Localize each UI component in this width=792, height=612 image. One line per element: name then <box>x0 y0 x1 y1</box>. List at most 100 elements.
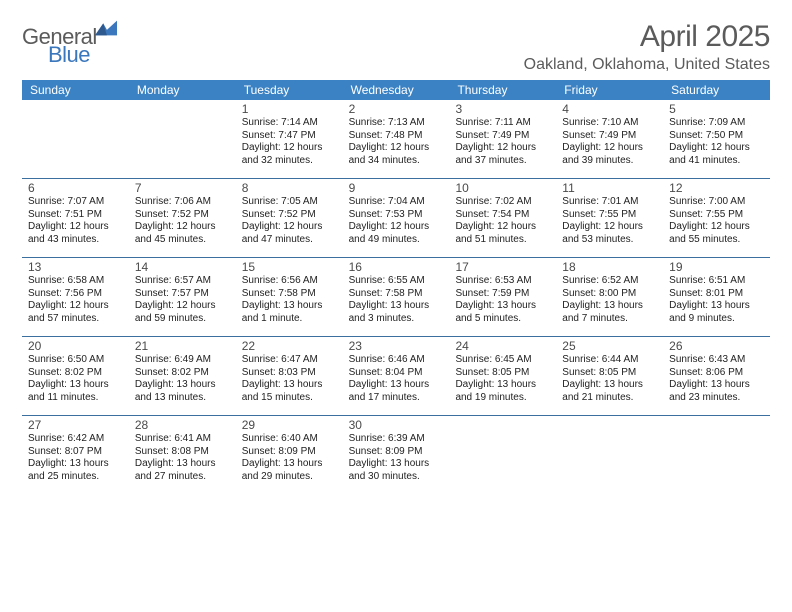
logo-text-2: Blue <box>48 44 117 66</box>
calendar-grid: SundayMondayTuesdayWednesdayThursdayFrid… <box>22 80 770 494</box>
day-number: 11 <box>562 181 659 195</box>
dow-cell: Monday <box>129 80 236 100</box>
day-cell-empty <box>22 100 129 178</box>
dow-cell: Saturday <box>663 80 770 100</box>
day-cell: 2Sunrise: 7:13 AMSunset: 7:48 PMDaylight… <box>343 100 450 178</box>
day-number: 14 <box>135 260 232 274</box>
week-row: 13Sunrise: 6:58 AMSunset: 7:56 PMDayligh… <box>22 258 770 337</box>
day-info: Sunrise: 7:07 AMSunset: 7:51 PMDaylight:… <box>28 196 125 246</box>
day-cell: 14Sunrise: 6:57 AMSunset: 7:57 PMDayligh… <box>129 258 236 336</box>
day-number: 26 <box>669 339 766 353</box>
day-info: Sunrise: 6:42 AMSunset: 8:07 PMDaylight:… <box>28 433 125 483</box>
dow-cell: Friday <box>556 80 663 100</box>
day-cell: 11Sunrise: 7:01 AMSunset: 7:55 PMDayligh… <box>556 179 663 257</box>
logo-mark-icon <box>95 20 117 36</box>
day-cell: 8Sunrise: 7:05 AMSunset: 7:52 PMDaylight… <box>236 179 343 257</box>
day-cell: 5Sunrise: 7:09 AMSunset: 7:50 PMDaylight… <box>663 100 770 178</box>
day-cell: 16Sunrise: 6:55 AMSunset: 7:58 PMDayligh… <box>343 258 450 336</box>
day-number: 19 <box>669 260 766 274</box>
day-info: Sunrise: 7:13 AMSunset: 7:48 PMDaylight:… <box>349 117 446 167</box>
day-cell: 12Sunrise: 7:00 AMSunset: 7:55 PMDayligh… <box>663 179 770 257</box>
day-info: Sunrise: 7:14 AMSunset: 7:47 PMDaylight:… <box>242 117 339 167</box>
weeks-container: 1Sunrise: 7:14 AMSunset: 7:47 PMDaylight… <box>22 100 770 494</box>
week-row: 20Sunrise: 6:50 AMSunset: 8:02 PMDayligh… <box>22 337 770 416</box>
day-number: 15 <box>242 260 339 274</box>
day-info: Sunrise: 7:10 AMSunset: 7:49 PMDaylight:… <box>562 117 659 167</box>
month-title: April 2025 <box>524 20 770 54</box>
day-cell: 13Sunrise: 6:58 AMSunset: 7:56 PMDayligh… <box>22 258 129 336</box>
day-info: Sunrise: 7:05 AMSunset: 7:52 PMDaylight:… <box>242 196 339 246</box>
day-number: 5 <box>669 102 766 116</box>
day-number: 8 <box>242 181 339 195</box>
day-cell: 26Sunrise: 6:43 AMSunset: 8:06 PMDayligh… <box>663 337 770 415</box>
dow-cell: Thursday <box>449 80 556 100</box>
day-info: Sunrise: 6:53 AMSunset: 7:59 PMDaylight:… <box>455 275 552 325</box>
day-number: 17 <box>455 260 552 274</box>
day-number: 29 <box>242 418 339 432</box>
day-info: Sunrise: 6:41 AMSunset: 8:08 PMDaylight:… <box>135 433 232 483</box>
day-info: Sunrise: 7:11 AMSunset: 7:49 PMDaylight:… <box>455 117 552 167</box>
day-cell: 15Sunrise: 6:56 AMSunset: 7:58 PMDayligh… <box>236 258 343 336</box>
day-number: 2 <box>349 102 446 116</box>
day-number: 24 <box>455 339 552 353</box>
day-number: 13 <box>28 260 125 274</box>
day-number: 18 <box>562 260 659 274</box>
day-info: Sunrise: 7:04 AMSunset: 7:53 PMDaylight:… <box>349 196 446 246</box>
week-row: 6Sunrise: 7:07 AMSunset: 7:51 PMDaylight… <box>22 179 770 258</box>
calendar-page: GeneralBlue April 2025 Oakland, Oklahoma… <box>0 0 792 504</box>
day-cell: 21Sunrise: 6:49 AMSunset: 8:02 PMDayligh… <box>129 337 236 415</box>
day-cell: 19Sunrise: 6:51 AMSunset: 8:01 PMDayligh… <box>663 258 770 336</box>
day-cell: 23Sunrise: 6:46 AMSunset: 8:04 PMDayligh… <box>343 337 450 415</box>
day-info: Sunrise: 7:06 AMSunset: 7:52 PMDaylight:… <box>135 196 232 246</box>
day-info: Sunrise: 6:39 AMSunset: 8:09 PMDaylight:… <box>349 433 446 483</box>
day-cell: 4Sunrise: 7:10 AMSunset: 7:49 PMDaylight… <box>556 100 663 178</box>
day-cell: 1Sunrise: 7:14 AMSunset: 7:47 PMDaylight… <box>236 100 343 178</box>
day-info: Sunrise: 6:45 AMSunset: 8:05 PMDaylight:… <box>455 354 552 404</box>
day-number: 30 <box>349 418 446 432</box>
day-cell: 22Sunrise: 6:47 AMSunset: 8:03 PMDayligh… <box>236 337 343 415</box>
day-number: 22 <box>242 339 339 353</box>
day-cell: 27Sunrise: 6:42 AMSunset: 8:07 PMDayligh… <box>22 416 129 494</box>
week-row: 1Sunrise: 7:14 AMSunset: 7:47 PMDaylight… <box>22 100 770 179</box>
day-number: 23 <box>349 339 446 353</box>
day-info: Sunrise: 6:47 AMSunset: 8:03 PMDaylight:… <box>242 354 339 404</box>
days-of-week-row: SundayMondayTuesdayWednesdayThursdayFrid… <box>22 80 770 100</box>
day-number: 25 <box>562 339 659 353</box>
day-info: Sunrise: 6:58 AMSunset: 7:56 PMDaylight:… <box>28 275 125 325</box>
day-cell: 28Sunrise: 6:41 AMSunset: 8:08 PMDayligh… <box>129 416 236 494</box>
day-number: 20 <box>28 339 125 353</box>
logo: GeneralBlue <box>22 26 117 66</box>
day-number: 21 <box>135 339 232 353</box>
day-cell: 18Sunrise: 6:52 AMSunset: 8:00 PMDayligh… <box>556 258 663 336</box>
day-cell: 9Sunrise: 7:04 AMSunset: 7:53 PMDaylight… <box>343 179 450 257</box>
day-info: Sunrise: 6:43 AMSunset: 8:06 PMDaylight:… <box>669 354 766 404</box>
day-cell: 24Sunrise: 6:45 AMSunset: 8:05 PMDayligh… <box>449 337 556 415</box>
day-cell-empty <box>449 416 556 494</box>
day-cell: 17Sunrise: 6:53 AMSunset: 7:59 PMDayligh… <box>449 258 556 336</box>
day-cell: 25Sunrise: 6:44 AMSunset: 8:05 PMDayligh… <box>556 337 663 415</box>
day-number: 27 <box>28 418 125 432</box>
day-info: Sunrise: 7:02 AMSunset: 7:54 PMDaylight:… <box>455 196 552 246</box>
day-cell: 20Sunrise: 6:50 AMSunset: 8:02 PMDayligh… <box>22 337 129 415</box>
day-info: Sunrise: 6:44 AMSunset: 8:05 PMDaylight:… <box>562 354 659 404</box>
day-info: Sunrise: 7:01 AMSunset: 7:55 PMDaylight:… <box>562 196 659 246</box>
day-number: 9 <box>349 181 446 195</box>
day-info: Sunrise: 7:09 AMSunset: 7:50 PMDaylight:… <box>669 117 766 167</box>
day-number: 3 <box>455 102 552 116</box>
day-info: Sunrise: 6:50 AMSunset: 8:02 PMDaylight:… <box>28 354 125 404</box>
header: GeneralBlue April 2025 Oakland, Oklahoma… <box>22 20 770 74</box>
dow-cell: Wednesday <box>343 80 450 100</box>
location: Oakland, Oklahoma, United States <box>524 56 770 74</box>
day-cell: 30Sunrise: 6:39 AMSunset: 8:09 PMDayligh… <box>343 416 450 494</box>
day-info: Sunrise: 6:46 AMSunset: 8:04 PMDaylight:… <box>349 354 446 404</box>
day-info: Sunrise: 6:52 AMSunset: 8:00 PMDaylight:… <box>562 275 659 325</box>
day-number: 6 <box>28 181 125 195</box>
day-info: Sunrise: 6:56 AMSunset: 7:58 PMDaylight:… <box>242 275 339 325</box>
day-info: Sunrise: 6:40 AMSunset: 8:09 PMDaylight:… <box>242 433 339 483</box>
day-number: 7 <box>135 181 232 195</box>
day-info: Sunrise: 6:51 AMSunset: 8:01 PMDaylight:… <box>669 275 766 325</box>
day-number: 28 <box>135 418 232 432</box>
day-cell-empty <box>663 416 770 494</box>
dow-cell: Sunday <box>22 80 129 100</box>
day-cell: 7Sunrise: 7:06 AMSunset: 7:52 PMDaylight… <box>129 179 236 257</box>
